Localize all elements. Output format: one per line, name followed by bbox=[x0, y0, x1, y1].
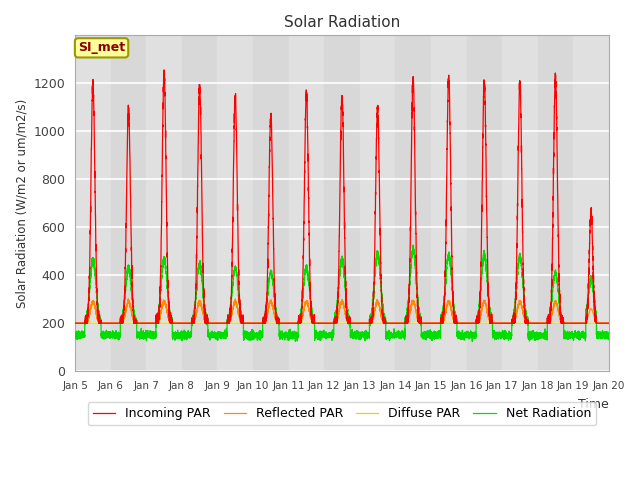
Bar bbox=[467, 36, 502, 371]
Y-axis label: Solar Radiation (W/m2 or um/m2/s): Solar Radiation (W/m2 or um/m2/s) bbox=[15, 98, 28, 308]
Net Radiation bbox=[492, 332, 499, 338]
Diffuse PAR bbox=[186, 320, 193, 326]
Bar bbox=[75, 36, 111, 371]
Bar bbox=[253, 36, 289, 371]
Net Radiation bbox=[71, 329, 79, 335]
Net Radiation bbox=[416, 313, 424, 319]
Line: Net Radiation: Net Radiation bbox=[75, 245, 609, 341]
Bar bbox=[573, 36, 609, 371]
Net Radiation bbox=[186, 330, 193, 336]
Diffuse PAR bbox=[180, 320, 188, 326]
Diffuse PAR bbox=[492, 320, 499, 326]
Bar bbox=[218, 36, 253, 371]
Bar bbox=[147, 36, 182, 371]
Reflected PAR bbox=[605, 320, 612, 326]
Diffuse PAR bbox=[603, 320, 611, 326]
Net Radiation bbox=[292, 338, 300, 344]
Bar bbox=[538, 36, 573, 371]
Bar bbox=[111, 36, 147, 371]
Incoming PAR bbox=[415, 318, 423, 324]
X-axis label: Time: Time bbox=[578, 398, 609, 411]
Reflected PAR bbox=[71, 320, 79, 326]
Title: Solar Radiation: Solar Radiation bbox=[284, 15, 400, 30]
Bar bbox=[396, 36, 431, 371]
Net Radiation bbox=[180, 332, 188, 338]
Legend: Incoming PAR, Reflected PAR, Diffuse PAR, Net Radiation: Incoming PAR, Reflected PAR, Diffuse PAR… bbox=[88, 402, 596, 425]
Incoming PAR bbox=[161, 67, 168, 73]
Bar bbox=[502, 36, 538, 371]
Bar bbox=[324, 36, 360, 371]
Line: Reflected PAR: Reflected PAR bbox=[75, 299, 609, 323]
Diffuse PAR bbox=[71, 320, 79, 326]
Bar bbox=[360, 36, 396, 371]
Line: Incoming PAR: Incoming PAR bbox=[75, 70, 609, 323]
Reflected PAR bbox=[415, 318, 423, 324]
Bar bbox=[431, 36, 467, 371]
Incoming PAR bbox=[271, 292, 279, 298]
Net Radiation bbox=[603, 331, 611, 337]
Diffuse PAR bbox=[271, 320, 279, 326]
Net Radiation bbox=[605, 331, 612, 337]
Incoming PAR bbox=[180, 320, 188, 326]
Net Radiation bbox=[410, 242, 417, 248]
Net Radiation bbox=[271, 300, 279, 306]
Reflected PAR bbox=[271, 314, 279, 320]
Incoming PAR bbox=[603, 320, 611, 326]
Incoming PAR bbox=[605, 320, 612, 326]
Reflected PAR bbox=[492, 320, 499, 326]
Diffuse PAR bbox=[605, 320, 612, 326]
Incoming PAR bbox=[71, 320, 79, 326]
Diffuse PAR bbox=[415, 320, 423, 326]
Bar bbox=[289, 36, 324, 371]
Bar bbox=[182, 36, 218, 371]
Text: SI_met: SI_met bbox=[78, 41, 125, 54]
Incoming PAR bbox=[492, 320, 499, 326]
Incoming PAR bbox=[186, 320, 193, 326]
Reflected PAR bbox=[603, 320, 611, 326]
Reflected PAR bbox=[124, 296, 132, 301]
Reflected PAR bbox=[180, 320, 188, 326]
Reflected PAR bbox=[186, 320, 193, 326]
